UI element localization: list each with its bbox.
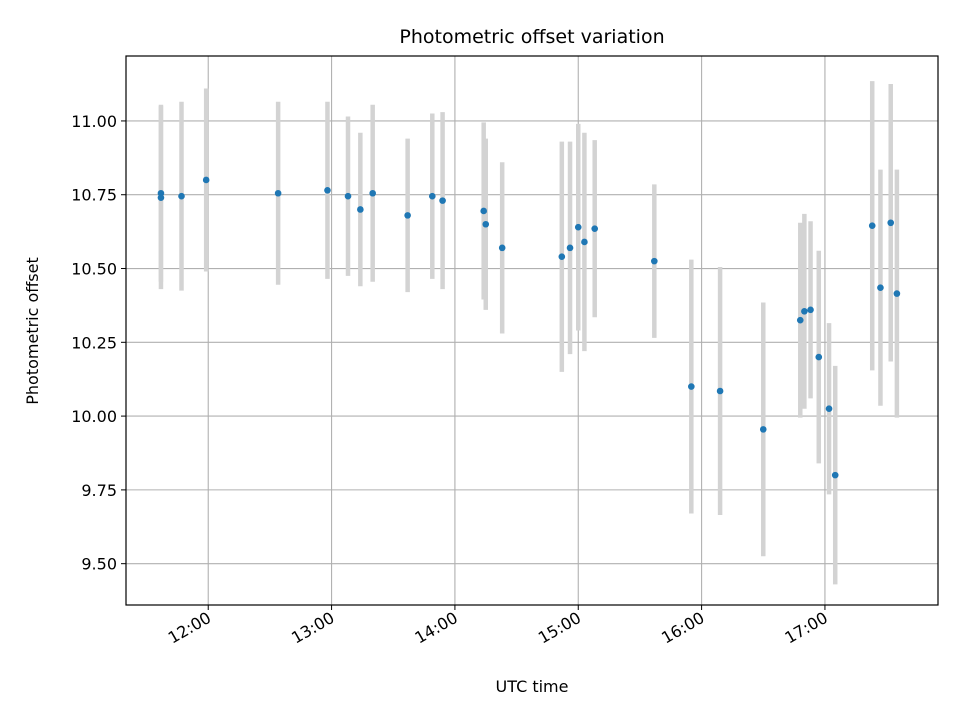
data-point (887, 219, 895, 227)
y-tick-label: 10.75 (71, 186, 117, 205)
x-axis-label: UTC time (496, 677, 569, 696)
y-tick-label: 11.00 (71, 112, 117, 131)
y-tick-label: 10.25 (71, 333, 117, 352)
y-axis-label: Photometric offset (23, 257, 42, 405)
data-point (574, 223, 582, 231)
data-point (893, 290, 901, 297)
data-point (796, 316, 804, 324)
y-tick-label: 9.75 (81, 481, 117, 500)
data-point (759, 426, 767, 433)
data-point (344, 192, 352, 200)
y-tick-label: 10.00 (71, 407, 117, 426)
data-point (688, 383, 695, 390)
data-point (815, 353, 823, 361)
data-point (274, 189, 282, 197)
data-point (831, 471, 839, 479)
data-point (439, 197, 446, 204)
data-point (428, 192, 436, 200)
data-point (357, 206, 364, 213)
data-point (369, 189, 376, 197)
data-point (868, 222, 876, 230)
data-point (202, 176, 210, 184)
data-point (324, 186, 331, 194)
data-points (157, 176, 901, 479)
data-point (558, 253, 566, 261)
data-point (801, 308, 808, 315)
data-point (877, 284, 884, 292)
axis-ticks: 12:00 13:00 14:00 15:00 16:00 17:009.509.7510… (71, 112, 831, 648)
data-point (651, 257, 658, 265)
chart-title: Photometric offset variation (399, 26, 664, 48)
data-point (566, 244, 574, 252)
data-point (404, 212, 411, 219)
y-tick-label: 10.50 (71, 260, 117, 279)
data-point (807, 306, 814, 314)
data-point (498, 244, 506, 252)
plot-frame (125, 55, 939, 606)
data-point (178, 192, 185, 200)
data-point (591, 225, 598, 232)
data-point (716, 387, 724, 395)
y-tick-label: 9.50 (81, 555, 117, 574)
data-point (157, 194, 165, 201)
data-point (480, 207, 487, 215)
data-point (825, 405, 833, 413)
data-point (581, 238, 588, 246)
data-point (482, 220, 490, 228)
